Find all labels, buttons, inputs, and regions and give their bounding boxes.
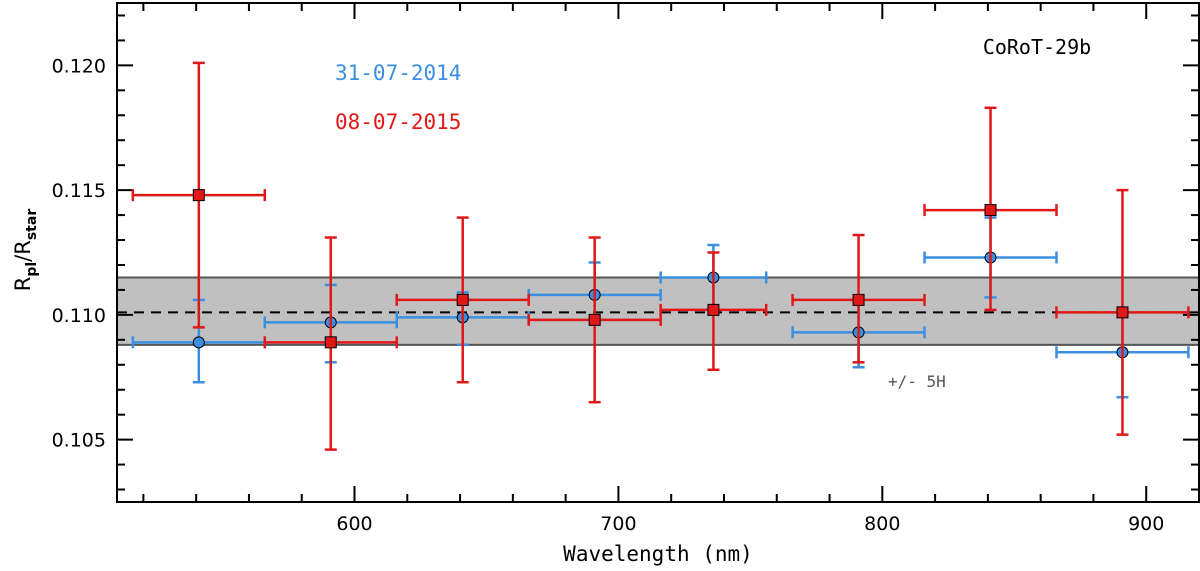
legend-entry-2014: 31-07-2014: [335, 61, 461, 85]
data-point: [324, 336, 337, 349]
data-point: [456, 293, 469, 306]
uncertainty-band: [117, 277, 1199, 345]
y-tick-label: 0.110: [52, 305, 106, 327]
data-point: [192, 189, 205, 202]
data-point: [192, 336, 205, 349]
x-axis-title: Wavelength (nm): [563, 542, 753, 566]
band-annotation: +/- 5H: [888, 372, 946, 391]
data-series: [131, 61, 1190, 451]
plot-frame: [116, 2, 1200, 503]
y-tick-label: 0.115: [52, 180, 106, 202]
x-tick-label: 600: [336, 513, 372, 535]
y-tick-label: 0.120: [52, 55, 106, 77]
uncertainty-band-group: [117, 276, 1199, 346]
x-tick-label: 700: [600, 513, 636, 535]
data-point: [707, 303, 720, 316]
y-axis-title: Rpl/Rstar: [11, 209, 40, 292]
legend-entry-2015: 08-07-2015: [335, 110, 461, 134]
tick-labels: 600 700 800 900 0.105 0.110 0.115 0.120: [52, 55, 1165, 535]
chart-title: CoRoT-29b: [983, 35, 1091, 59]
data-point: [984, 204, 997, 217]
series-2015: [131, 61, 1190, 451]
data-point: [588, 313, 601, 326]
x-tick-label: 800: [864, 513, 900, 535]
data-point: [1116, 306, 1129, 319]
data-point: [852, 293, 865, 306]
axis-ticks: [117, 3, 1200, 502]
x-tick-label: 900: [1128, 513, 1164, 535]
y-tick-label: 0.105: [52, 430, 106, 452]
